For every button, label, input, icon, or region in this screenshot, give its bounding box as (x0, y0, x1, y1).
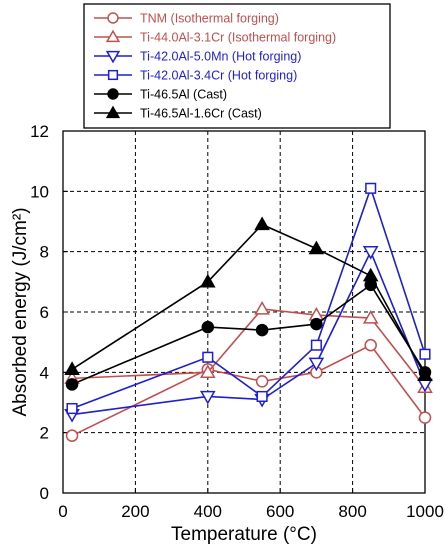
series-line-5 (71, 283, 426, 386)
x-tick-label: 0 (58, 502, 67, 521)
series-line-4 (71, 185, 426, 410)
data-point-s5-2 (201, 320, 215, 334)
data-point-s2-5 (362, 310, 379, 324)
legend-marker-5 (107, 88, 119, 100)
data-point-s2-2 (200, 364, 216, 378)
y-tick-label: 8 (40, 243, 49, 262)
data-point-s4-1 (66, 402, 78, 415)
data-point-s1-3 (255, 375, 269, 388)
data-point-s4-2 (202, 351, 214, 363)
series-line-1 (71, 344, 426, 437)
y-tick-label: 6 (40, 303, 49, 322)
y-tick-label: 2 (40, 424, 49, 443)
data-point-s4-5 (365, 182, 377, 194)
legend-marker-3 (105, 50, 121, 64)
legend-entry-2: Ti-44.0Al-3.1Cr (Isothermal forging) (140, 31, 336, 45)
legend-marker-1 (107, 12, 119, 24)
legend-marker-2 (105, 29, 121, 43)
x-tick-label: 600 (266, 502, 294, 521)
data-point-s6-3 (254, 216, 270, 231)
legend-entry-4: Ti-42.0Al-3.4Cr (Hot forging) (140, 69, 297, 83)
y-tick-label: 4 (40, 363, 49, 382)
data-point-s5-4 (310, 317, 323, 331)
legend-marker-4 (107, 69, 119, 81)
data-point-s1-6 (418, 411, 432, 424)
legend-entry-3: Ti-42.0Al-5.0Mn (Hot forging) (140, 50, 301, 64)
data-point-s4-4 (310, 339, 322, 351)
data-point-s5-3 (255, 323, 269, 337)
y-axis-label: Absorbed energy (J/cm²) (10, 207, 31, 416)
data-point-s3-4 (308, 357, 325, 372)
x-tick-label: 1000 (406, 502, 444, 521)
x-axis-label: Temperature (°C) (171, 524, 317, 545)
y-tick-label: 0 (40, 484, 49, 503)
data-point-s6-6 (417, 367, 433, 381)
data-point-s3-2 (200, 390, 216, 405)
data-point-s1-1 (65, 429, 79, 442)
y-tick-label: 12 (30, 122, 49, 141)
legend-entry-5: Ti-46.5Al (Cast) (140, 88, 227, 102)
series-line-3 (71, 249, 426, 416)
data-point-s6-4 (308, 240, 325, 255)
data-point-s2-3 (254, 300, 270, 315)
data-point-s4-6 (419, 348, 431, 360)
data-point-s4-3 (256, 390, 268, 403)
series-line-2 (72, 308, 426, 388)
data-point-s1-5 (364, 338, 377, 352)
legend-box (83, 3, 391, 129)
data-point-s5-1 (65, 378, 79, 391)
x-tick-label: 800 (338, 502, 366, 521)
series-line-6 (71, 223, 426, 376)
x-tick-label: 400 (194, 502, 222, 521)
data-point-s6-5 (362, 267, 379, 282)
legend-marker-6 (105, 105, 121, 119)
y-tick-label: 10 (30, 182, 49, 201)
data-point-s6-1 (64, 361, 80, 375)
legend-entry-1: TNM (Isothermal forging) (140, 12, 279, 26)
x-tick-label: 200 (121, 502, 149, 521)
legend-entry-6: Ti-46.5Al-1.6Cr (Cast) (140, 107, 262, 121)
data-point-s6-2 (200, 273, 216, 288)
data-point-s3-5 (362, 246, 379, 260)
